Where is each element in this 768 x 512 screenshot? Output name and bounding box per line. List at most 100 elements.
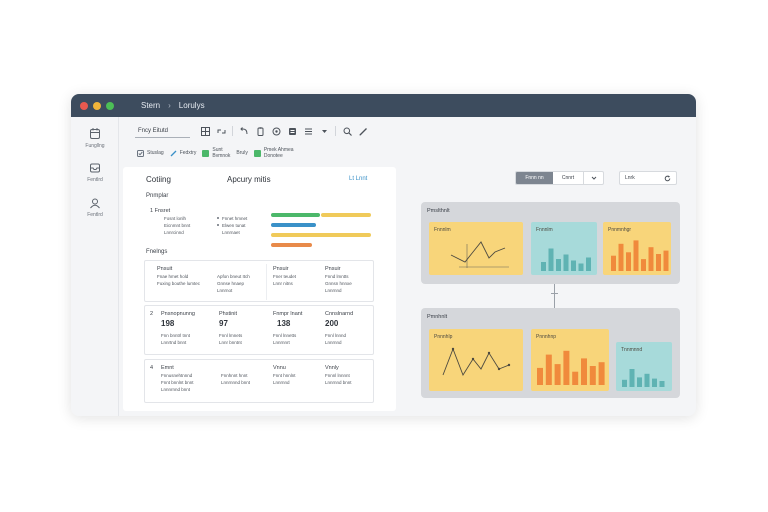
chart-card[interactable]: Fnnnlm: [429, 222, 523, 275]
data-point: [487, 351, 491, 355]
grid-icon[interactable]: [200, 126, 210, 136]
bar: [652, 378, 657, 387]
sidebar-item-3[interactable]: Fentlrd: [71, 197, 119, 218]
bar: [545, 354, 552, 385]
card-line: Fnae hmet hold: [157, 274, 189, 279]
list-icon[interactable]: [303, 126, 313, 136]
card-title: Pnnnhlp: [434, 334, 453, 340]
breadcrumb-separator: ›: [168, 101, 171, 110]
toolbar-divider: [232, 126, 233, 136]
card-title: Fnnnlm: [434, 227, 451, 233]
bar-chart: [611, 240, 669, 271]
card-line: Lnnrnnnd bnnt: [221, 380, 251, 385]
card-line: Fnn bnntrl tnnt: [161, 333, 191, 338]
close-window-button[interactable]: [80, 101, 88, 110]
search-icon[interactable]: [342, 126, 352, 136]
card-line: Fnnhnnt hnnt: [221, 373, 248, 378]
chip-sort[interactable]: Sunt Bvmnok: [202, 147, 230, 159]
chip-entry[interactable]: Fedxtry: [170, 150, 196, 157]
chart-card[interactable]: Pnnnhlp: [429, 329, 523, 391]
card-line: Fuxing bouthe lumtec: [157, 281, 201, 286]
minimize-window-button[interactable]: [93, 101, 101, 110]
chart-card[interactable]: Fnnnlm: [531, 222, 597, 275]
line-chart: [442, 347, 511, 377]
card-title: Pnnmnhgr: [608, 227, 632, 233]
card-line: Lnnrnot: [217, 288, 233, 293]
line-chart: [450, 241, 509, 268]
row-label: 1 Fnsret: [150, 208, 171, 214]
chart-card[interactable]: Tnnmnnd: [616, 342, 672, 391]
bar: [622, 379, 627, 387]
card-line: Lnnrnnrt: [273, 340, 290, 345]
caret-down-icon[interactable]: [319, 126, 329, 136]
sidebar-item-2[interactable]: Fentlrd: [71, 162, 119, 183]
breadcrumb: Stern › Lorulys: [141, 101, 205, 110]
chip-color-swatch: [253, 149, 261, 157]
link-icon[interactable]: [216, 126, 226, 136]
progress-bar: [271, 223, 316, 227]
view-dropdown[interactable]: [583, 172, 603, 184]
data-point: [471, 357, 475, 361]
bar: [589, 366, 596, 385]
progress-bar: [271, 213, 320, 217]
filter-control: Lnrk: [619, 171, 677, 185]
card-head: Vnnly: [325, 365, 339, 371]
chip-peek[interactable]: Pmek Ahmea Donotee: [253, 147, 294, 159]
toolbar: Fncy Eitutd: [135, 124, 368, 138]
chart-card[interactable]: Pnnnhnp: [531, 329, 609, 391]
filter-label[interactable]: Lnrk: [625, 175, 635, 181]
metrics-card: 2 Pnsnopnunng 198 Fnn bnntrl tnnt Lnnrtn…: [144, 305, 374, 355]
view-tab[interactable]: Cnnrt: [561, 175, 575, 181]
data-point: [507, 363, 511, 367]
card-line: Lnnrnnd bnnt: [325, 380, 352, 385]
bar: [633, 240, 639, 271]
chip-label: Pmek Ahmea: [263, 147, 294, 153]
bar: [626, 252, 631, 271]
view-tab-active[interactable]: Fnnn nn: [516, 172, 553, 184]
card-line: Lnnr bnntnt: [219, 340, 242, 345]
card-line: Lnnrtnd bnnt: [161, 340, 187, 345]
toolbar-divider: [335, 126, 336, 136]
edit-icon[interactable]: [358, 126, 368, 136]
clipboard-icon[interactable]: [255, 126, 265, 136]
list-item: Fosnt lonlh: [164, 216, 187, 221]
refresh-icon[interactable]: [664, 175, 671, 182]
database-icon[interactable]: [287, 126, 297, 136]
card-line: Lnnnrnnd bnnt: [161, 387, 191, 392]
bar: [659, 381, 665, 387]
card-line: Lnnrnnd: [325, 288, 342, 293]
breadcrumb-item[interactable]: Stern: [141, 101, 161, 110]
chip-status[interactable]: Stuslag: [137, 149, 164, 157]
sidebar-item-label: Fentlrd: [87, 177, 103, 183]
card-line: Fnnt hnnlnt: [273, 373, 296, 378]
list-item: Eicnmnt bnnt: [164, 223, 191, 228]
card-head: Pnsuit: [157, 266, 173, 272]
card-head: Vnnu: [273, 365, 286, 371]
settings-icon[interactable]: [271, 126, 281, 136]
chip-color-swatch: [202, 149, 210, 157]
row-label: 2: [150, 311, 154, 317]
card-line: Fnnl lmnets: [219, 333, 243, 338]
chip-sublabel: Bvmnok: [212, 153, 231, 159]
bar: [578, 263, 584, 271]
connector-tick: [551, 293, 558, 297]
bar: [541, 262, 546, 271]
chart-card[interactable]: Pnnmnhgr: [603, 222, 671, 275]
divider: [266, 264, 267, 300]
chip-label: Sunt: [212, 147, 223, 153]
maximize-window-button[interactable]: [106, 101, 114, 110]
card-head: Pnsuir: [273, 266, 289, 272]
sidebar-item-label: Fentlrd: [87, 212, 103, 218]
sidebar-item-1[interactable]: Fungllng: [71, 127, 119, 149]
undo-icon[interactable]: [239, 126, 249, 136]
card-head: Fnmpr lnant: [273, 311, 303, 317]
view-select[interactable]: Fncy Eitutd: [135, 125, 190, 138]
chip-brush[interactable]: Bruly: [236, 150, 247, 156]
bar: [637, 377, 642, 387]
user-icon: [90, 198, 100, 209]
card-head: Cnnslnarnd: [325, 311, 354, 317]
breadcrumb-item-current[interactable]: Lorulys: [178, 101, 205, 110]
panel-link[interactable]: Lt Lnnt: [349, 176, 368, 182]
line-series: [442, 347, 510, 377]
progress-bar: [271, 233, 325, 237]
